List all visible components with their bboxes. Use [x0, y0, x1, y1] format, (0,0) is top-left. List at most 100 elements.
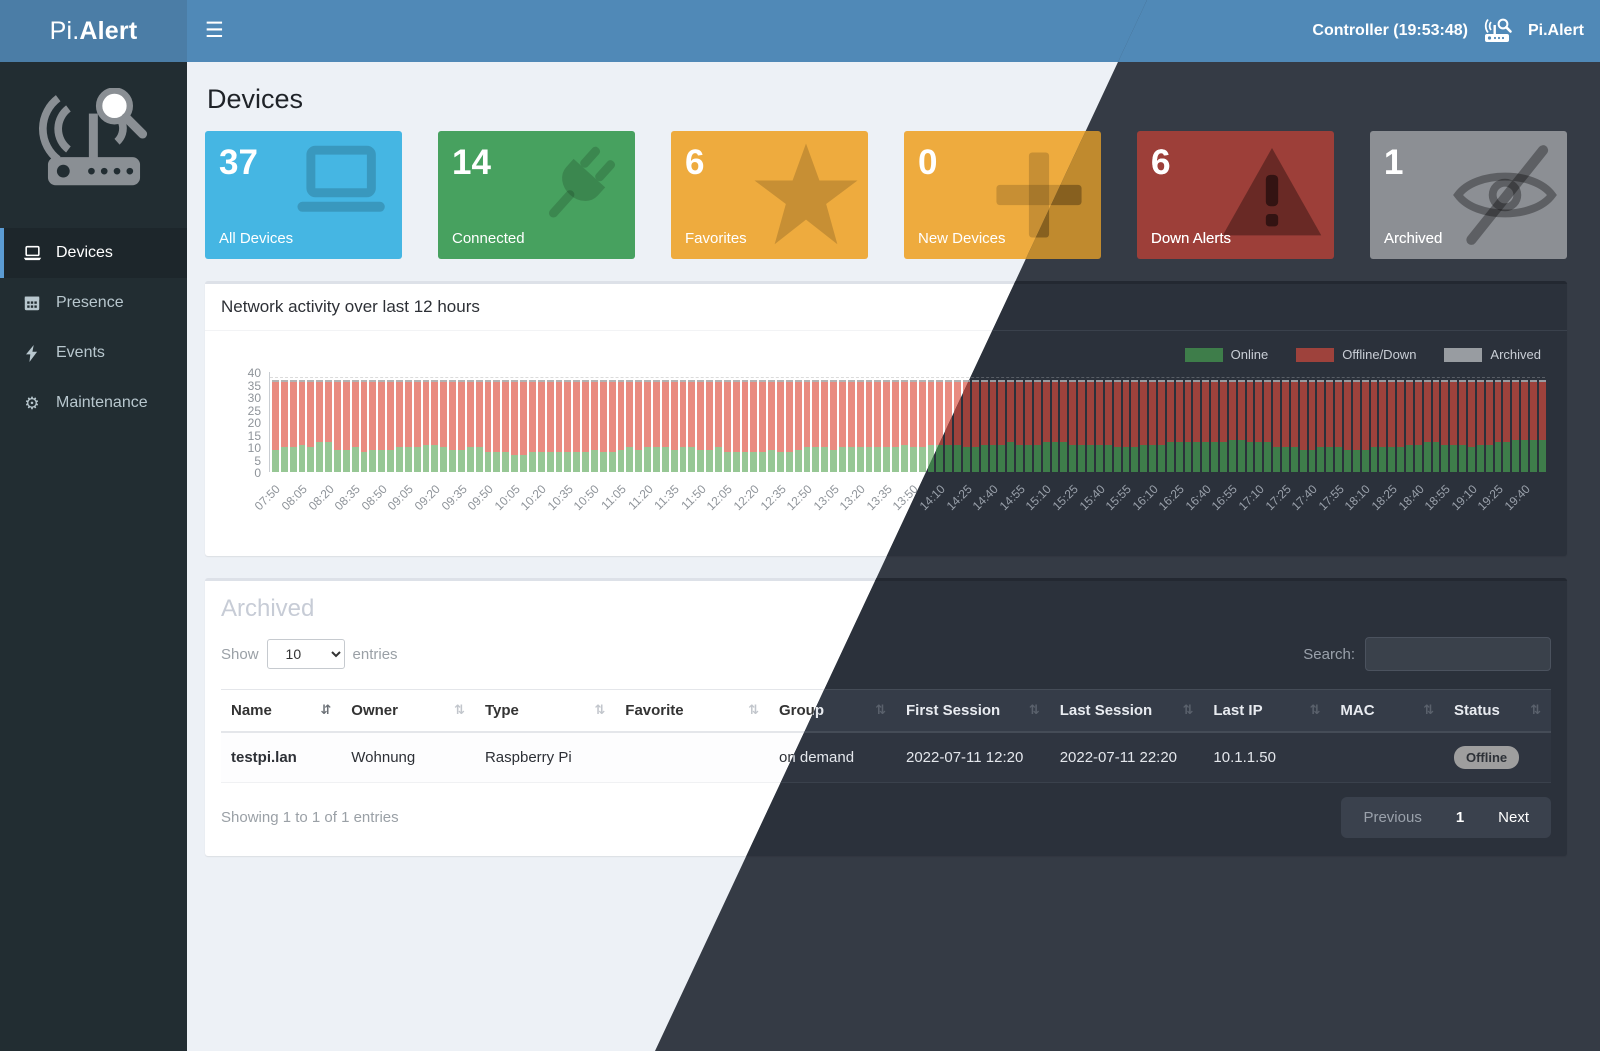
- chart-gridline: [270, 377, 1545, 378]
- chart-bar: [1432, 372, 1440, 472]
- sidebar-item-presence[interactable]: Presence: [0, 278, 187, 328]
- y-tick-label: 10: [247, 441, 261, 455]
- chart-bar: [759, 372, 767, 472]
- chart-bar: [1335, 372, 1342, 472]
- legend-offline[interactable]: Offline/Down: [1296, 347, 1416, 362]
- column-header-mac[interactable]: MAC ⇅: [1330, 689, 1444, 733]
- card-value: 1: [1384, 143, 1404, 182]
- column-header-status[interactable]: Status ⇅: [1443, 689, 1551, 733]
- chart-bar: [449, 372, 457, 472]
- chart-bar: [458, 372, 465, 472]
- pagination-previous[interactable]: Previous: [1363, 809, 1422, 826]
- sidebar-item-events[interactable]: Events: [0, 328, 187, 378]
- chart-bar: [590, 372, 598, 472]
- lightning-icon: [22, 344, 42, 362]
- card-label: Favorites: [685, 230, 747, 247]
- chart-bar: [1149, 372, 1156, 472]
- chart-bar: [1538, 372, 1546, 472]
- card-favorites[interactable]: 6 Favorites: [671, 131, 868, 259]
- chart-bar: [316, 372, 324, 472]
- chart-bar: [280, 372, 288, 472]
- column-header-favorite[interactable]: Favorite ⇅: [615, 689, 769, 733]
- column-header-last-ip[interactable]: Last IP ⇅: [1203, 689, 1331, 733]
- chart-bar: [1104, 372, 1112, 472]
- sidebar-item-devices[interactable]: Devices: [0, 228, 187, 278]
- column-header-first-session[interactable]: First Session ⇅: [895, 689, 1050, 733]
- chart-bar: [980, 372, 988, 472]
- chart-bar: [830, 372, 837, 472]
- chart-bar: [1211, 372, 1218, 472]
- card-all-devices[interactable]: 37 All Devices: [205, 131, 402, 259]
- hamburger-menu-icon[interactable]: ☰: [205, 19, 224, 42]
- pagination-next[interactable]: Next: [1498, 809, 1529, 826]
- card-down-alerts[interactable]: 6 Down Alerts: [1137, 131, 1334, 259]
- sidebar: Devices Presence Events ⚙ Maintenance: [0, 62, 187, 1051]
- chart-bar: [883, 372, 891, 472]
- plug-icon: [548, 146, 616, 218]
- chart-bar: [396, 372, 403, 472]
- table-cell: 2022-07-11 12:20: [895, 732, 1050, 783]
- y-tick-label: 40: [247, 366, 261, 380]
- table-cell: [1330, 732, 1444, 783]
- chart-bar: [422, 372, 430, 472]
- legend-online[interactable]: Online: [1184, 347, 1268, 362]
- sidebar-item-label: Maintenance: [56, 394, 148, 411]
- column-label: MAC: [1340, 702, 1375, 719]
- card-connected[interactable]: 14 Connected: [438, 131, 635, 259]
- table-cell: 10.1.1.50: [1203, 732, 1331, 783]
- plus-icon: [996, 152, 1082, 238]
- table-cell: Wohnung: [341, 732, 475, 783]
- entries-label: entries: [352, 645, 398, 663]
- page-size-select[interactable]: 10: [266, 639, 345, 669]
- sidebar-menu: Devices Presence Events ⚙ Maintenance: [0, 228, 187, 428]
- card-new-devices[interactable]: 0 New Devices: [904, 131, 1101, 259]
- y-tick-label: 0: [254, 466, 261, 480]
- brand-pi: Pi.: [49, 16, 80, 45]
- chart-bar: [573, 372, 581, 472]
- chart-bar: [741, 372, 749, 472]
- chart-bar: [1025, 372, 1032, 472]
- chart-legend: Online Offline/Down Archived: [655, 341, 1551, 372]
- chart-bar: [697, 372, 705, 472]
- navbar-right: Controller (19:53:48) Pi.Alert: [1312, 18, 1600, 44]
- chart-bar: [670, 372, 678, 472]
- chart-bar: [1441, 372, 1449, 472]
- chart-bar: [1264, 372, 1272, 472]
- card-down-alerts[interactable]: 6 Down Alerts: [1137, 131, 1334, 259]
- chart-bar: [1476, 372, 1484, 472]
- column-header-last-session[interactable]: Last Session ⇅: [1049, 689, 1204, 733]
- chart-bar: [1078, 372, 1086, 472]
- column-header-owner[interactable]: Owner ⇅: [341, 689, 475, 733]
- eye-slash-icon: [1453, 145, 1557, 245]
- chart-bar: [342, 372, 350, 472]
- column-label: First Session: [905, 702, 1001, 719]
- chart-bar: [511, 372, 519, 472]
- sidebar-item-maintenance[interactable]: ⚙ Maintenance: [0, 378, 187, 428]
- chart-bar: [856, 372, 864, 472]
- calendar-icon: [22, 295, 42, 311]
- column-label: Last Session: [1059, 702, 1153, 719]
- device-name-link[interactable]: testpi.lan: [221, 732, 342, 783]
- card-label: Archived: [1384, 230, 1443, 247]
- warning-icon: [1222, 147, 1322, 236]
- chart-bar: [927, 372, 935, 472]
- card-archived[interactable]: 1 Archived: [1370, 131, 1567, 259]
- column-header-name[interactable]: Name ⇵: [221, 689, 342, 733]
- controller-clock: Controller (19:53:48): [1312, 22, 1468, 39]
- chart-bar: [1033, 372, 1041, 472]
- chart-bar: [723, 372, 731, 472]
- chart-bar: [1317, 372, 1325, 472]
- pagination: Previous 1 Next: [1341, 797, 1551, 838]
- chart-bar: [1406, 372, 1413, 472]
- chart-bar: [998, 372, 1006, 472]
- search-input[interactable]: [1365, 637, 1551, 671]
- legend-archived[interactable]: Archived: [1444, 347, 1541, 362]
- chart-bar: [909, 372, 917, 472]
- chart-bar: [387, 372, 395, 472]
- pagination-page-1[interactable]: 1: [1455, 809, 1465, 826]
- brand-logo[interactable]: Pi.Alert: [0, 0, 187, 62]
- y-tick-label: 35: [247, 378, 261, 393]
- column-header-type[interactable]: Type ⇅: [474, 689, 616, 733]
- table-cell: Offline: [1443, 732, 1551, 783]
